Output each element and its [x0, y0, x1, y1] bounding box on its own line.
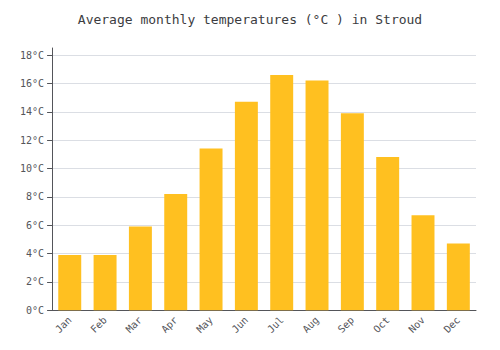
svg-text:Mar: Mar [124, 314, 145, 335]
svg-text:Sep: Sep [336, 314, 357, 335]
svg-text:18°C: 18°C [20, 50, 44, 61]
svg-text:Dec: Dec [442, 314, 463, 335]
svg-text:10°C: 10°C [20, 163, 44, 174]
svg-text:Average monthly temperatures (: Average monthly temperatures (°C ) in St… [78, 12, 422, 27]
svg-text:Nov: Nov [406, 314, 427, 335]
svg-text:2°C: 2°C [26, 276, 44, 287]
svg-text:Jul: Jul [265, 314, 286, 335]
svg-text:Apr: Apr [159, 314, 180, 335]
svg-text:May: May [194, 314, 215, 335]
svg-text:Jan: Jan [53, 314, 74, 335]
svg-text:8°C: 8°C [26, 191, 44, 202]
svg-text:4°C: 4°C [26, 248, 44, 259]
svg-text:6°C: 6°C [26, 220, 44, 231]
svg-text:12°C: 12°C [20, 135, 44, 146]
svg-text:Oct: Oct [371, 314, 392, 335]
svg-text:Feb: Feb [88, 314, 109, 335]
svg-text:16°C: 16°C [20, 78, 44, 89]
svg-text:14°C: 14°C [20, 106, 44, 117]
svg-text:Aug: Aug [300, 314, 321, 335]
svg-text:0°C: 0°C [26, 305, 44, 316]
svg-text:Jun: Jun [230, 314, 251, 335]
